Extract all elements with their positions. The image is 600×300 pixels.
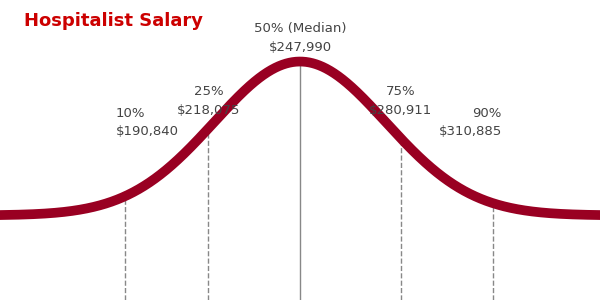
Text: $280,911: $280,911: [369, 104, 433, 117]
Text: 50% (Median): 50% (Median): [254, 22, 346, 35]
Text: Hospitalist Salary: Hospitalist Salary: [25, 12, 203, 30]
Text: 25%: 25%: [194, 85, 223, 98]
Text: 75%: 75%: [386, 85, 416, 98]
Text: $247,990: $247,990: [268, 41, 332, 54]
Text: 90%: 90%: [472, 107, 502, 120]
Text: $218,075: $218,075: [177, 104, 240, 117]
Text: 10%: 10%: [116, 107, 145, 120]
Text: $190,840: $190,840: [116, 125, 179, 139]
Text: $310,885: $310,885: [439, 125, 502, 139]
